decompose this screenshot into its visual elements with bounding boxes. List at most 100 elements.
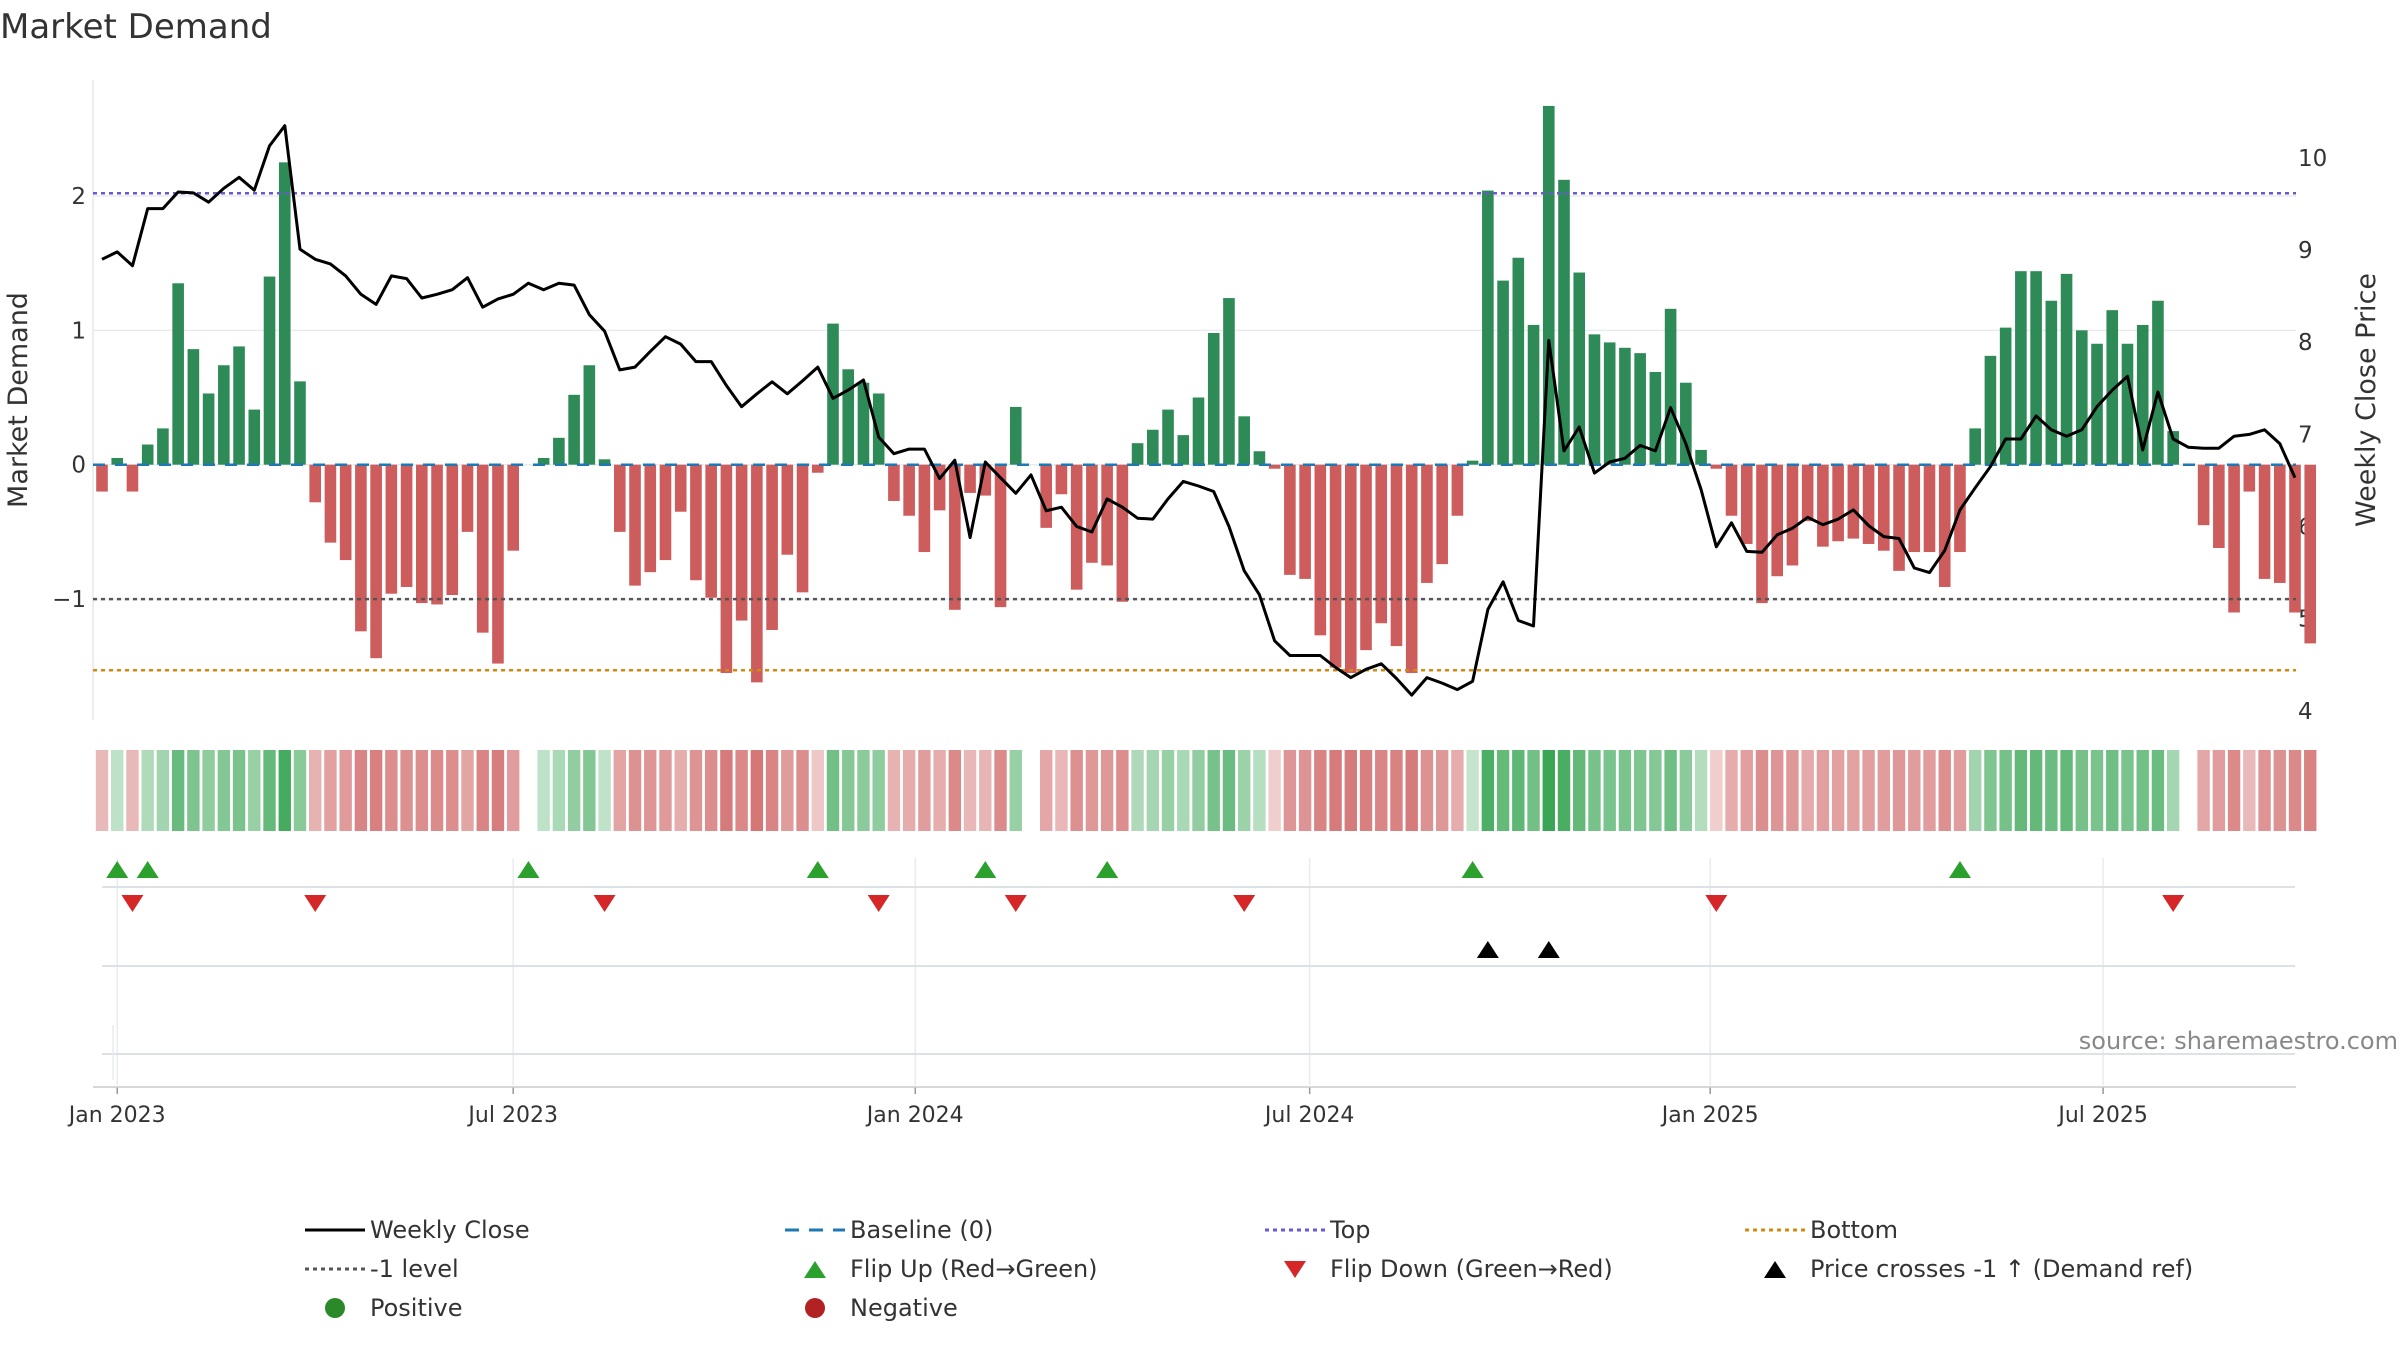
demand-bar-positive xyxy=(1573,272,1586,465)
demand-bar-positive xyxy=(1969,428,1981,465)
demand-bar-positive xyxy=(568,394,580,465)
x-tick-label: Jan 2025 xyxy=(1660,1103,1759,1128)
demand-bar-positive xyxy=(202,393,215,465)
demand-bar-positive xyxy=(2152,300,2164,465)
flip-up-marker xyxy=(974,861,997,878)
legend-label: Bottom xyxy=(1810,1215,1899,1244)
heat-strip-cell xyxy=(1085,750,1099,831)
heat-strip-cell xyxy=(1999,750,2012,831)
flip-up-marker xyxy=(136,861,159,878)
heat-strip-cell xyxy=(1329,750,1342,831)
x-tick-label: Jul 2025 xyxy=(2056,1103,2148,1128)
heat-strip-cell xyxy=(2014,750,2028,831)
legend-label: Flip Up (Red→Green) xyxy=(850,1254,1098,1283)
heat-strip-cell xyxy=(1786,750,1799,831)
demand-bar-negative xyxy=(2273,464,2286,583)
demand-bar-negative xyxy=(1725,464,1738,516)
demand-bar-negative xyxy=(949,464,961,610)
chart-title: Market Demand xyxy=(0,7,272,47)
flip-down-marker xyxy=(867,895,890,912)
heat-strip-cell xyxy=(781,750,794,831)
demand-bar-positive xyxy=(2167,431,2179,465)
heat-strip-cell xyxy=(1131,750,1144,831)
heat-strip-cell xyxy=(1618,750,1632,831)
heat-strip-cell xyxy=(1877,750,1891,831)
demand-bar-positive xyxy=(157,428,169,465)
legend-label: Positive xyxy=(370,1293,463,1322)
demand-bar-positive xyxy=(1680,382,1692,465)
demand-bar-positive xyxy=(2106,310,2119,465)
demand-bar-negative xyxy=(705,464,717,598)
legend-symbol xyxy=(300,1296,370,1320)
demand-bar-negative xyxy=(933,464,946,511)
demand-bar-negative xyxy=(1893,464,1905,571)
legend-item: Price crosses -1 ↑ (Demand ref) xyxy=(1740,1255,2220,1283)
demand-bar-negative xyxy=(1375,464,1388,624)
heat-strip-cell xyxy=(2197,750,2210,831)
demand-bar-positive xyxy=(2091,343,2103,465)
heat-strip-cell xyxy=(1100,750,1114,831)
demand-bar-negative xyxy=(126,464,139,492)
heat-strip-cell xyxy=(1146,750,1160,831)
demand-bar-negative xyxy=(96,464,108,492)
flip-up-marker xyxy=(106,861,129,878)
demand-bar-negative xyxy=(339,464,352,561)
demand-bar-positive xyxy=(2121,343,2134,465)
demand-bar-positive xyxy=(1512,257,1525,465)
flip-down-marker xyxy=(593,895,616,912)
heat-strip-cell xyxy=(811,750,824,831)
demand-bar-negative xyxy=(1771,464,1784,577)
demand-bar-positive xyxy=(111,457,124,465)
heat-strip-cell xyxy=(1573,750,1586,831)
heat-strip-cell xyxy=(918,750,931,831)
demand-bar-positive xyxy=(2030,271,2042,465)
demand-bar-positive xyxy=(1558,179,1570,465)
heat-strip-cell xyxy=(293,750,307,831)
demand-bar-negative xyxy=(1832,464,1844,542)
demand-bar-negative xyxy=(629,464,641,586)
heat-strip-cell xyxy=(872,750,885,831)
heat-strip-cell xyxy=(369,750,383,831)
heat-strip-cell xyxy=(1040,750,1053,831)
demand-bar-negative xyxy=(2289,464,2301,613)
y-tick-label-right: 9 xyxy=(2298,238,2313,264)
heat-strip-cell xyxy=(2075,750,2088,831)
heat-strip-cell xyxy=(2121,750,2134,831)
demand-bar-positive xyxy=(1147,429,1159,465)
demand-bar-negative xyxy=(385,464,398,594)
heat-strip-cell xyxy=(1161,750,1175,831)
demand-bar-negative xyxy=(461,464,474,532)
y-tick-label-right: 8 xyxy=(2298,330,2313,356)
heat-strip-cell xyxy=(1953,750,1967,831)
demand-bar-negative xyxy=(720,464,733,673)
y-tick-label-left: 0 xyxy=(71,453,86,479)
heat-strip-cell xyxy=(2029,750,2043,831)
heat-strip-cell xyxy=(1725,750,1738,831)
heat-strip-cell xyxy=(1527,750,1540,831)
heat-strip-cell xyxy=(1755,750,1769,831)
demand-bar-negative xyxy=(644,464,657,573)
demand-bar-negative xyxy=(431,464,443,605)
demand-bar-positive xyxy=(1207,333,1220,465)
flip-down-marker xyxy=(304,895,327,912)
flip-down-marker xyxy=(1233,895,1256,912)
demand-bar-positive xyxy=(2015,271,2027,465)
y-tick-label-right: 7 xyxy=(2298,422,2313,448)
heat-strip-cell xyxy=(1908,750,1921,831)
heat-strip-cell xyxy=(765,750,779,831)
demand-bar-positive xyxy=(1984,355,1997,465)
demand-bar-negative xyxy=(1908,464,1921,553)
demand-bar-positive xyxy=(1527,324,1540,465)
demand-bar-positive xyxy=(2060,273,2073,465)
heat-strip-cell xyxy=(1694,750,1708,831)
legend-symbol xyxy=(1740,1218,1810,1242)
legend-item: Flip Up (Red→Green) xyxy=(780,1255,1260,1283)
legend-symbol xyxy=(1740,1257,1810,1281)
demand-bar-positive xyxy=(1482,190,1494,465)
x-tick-label: Jul 2023 xyxy=(466,1103,558,1128)
demand-bar-negative xyxy=(1299,464,1311,579)
legend-symbol xyxy=(300,1257,370,1281)
legend-item: Negative xyxy=(780,1294,1260,1322)
heat-strip-cell xyxy=(1177,750,1190,831)
legend-symbol xyxy=(1260,1218,1330,1242)
